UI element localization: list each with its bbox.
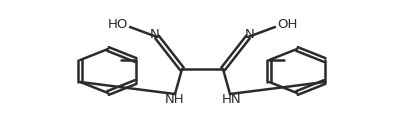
Text: OH: OH [277,18,297,31]
Text: HO: HO [108,18,128,31]
Text: NH: NH [165,93,185,106]
Text: N: N [150,28,160,41]
Text: N: N [245,28,255,41]
Text: HN: HN [222,93,242,106]
